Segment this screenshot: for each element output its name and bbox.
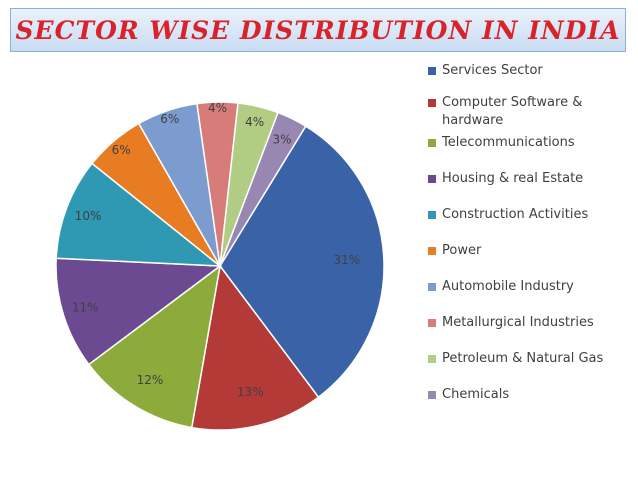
legend-item: Construction Activities bbox=[428, 206, 633, 224]
chart-title: SECTOR WISE DISTRIBUTION IN INDIA bbox=[15, 15, 621, 45]
legend-item: Services Sector bbox=[428, 62, 633, 80]
legend-label: Power bbox=[442, 243, 482, 258]
slice-percent-label: 4% bbox=[245, 115, 264, 129]
legend-label: Construction Activities bbox=[442, 207, 589, 222]
legend-swatch bbox=[428, 319, 436, 327]
slice-percent-label: 13% bbox=[237, 385, 264, 399]
legend-label: Metallurgical Industries bbox=[442, 315, 594, 330]
legend-label: Housing & real Estate bbox=[442, 171, 584, 186]
legend-item: Metallurgical Industries bbox=[428, 314, 633, 332]
legend-label: Computer Software & hardware bbox=[442, 95, 583, 128]
chart-legend: Services Sector Computer Software & hardw… bbox=[428, 62, 633, 404]
slice-percent-label: 12% bbox=[137, 373, 164, 387]
pie-slice bbox=[55, 257, 223, 366]
pie-slice bbox=[219, 125, 385, 399]
pie-slice bbox=[219, 111, 307, 267]
title-banner: SECTOR WISE DISTRIBUTION IN INDIA bbox=[10, 8, 626, 52]
slice-percent-label: 3% bbox=[273, 132, 292, 146]
slice-percent-label: 31% bbox=[333, 253, 360, 267]
legend-item: Automobile Industry bbox=[428, 278, 633, 296]
legend-swatch bbox=[428, 67, 436, 75]
legend-item: Chemicals bbox=[428, 386, 633, 404]
legend-item: Petroleum & Natural Gas bbox=[428, 350, 633, 368]
legend-swatch bbox=[428, 391, 436, 399]
legend-item: Housing & real Estate bbox=[428, 170, 633, 188]
legend-swatch bbox=[428, 355, 436, 363]
slice-percent-label: 11% bbox=[72, 300, 99, 314]
legend-label: Chemicals bbox=[442, 387, 510, 402]
legend-swatch bbox=[428, 175, 436, 183]
pie-slice bbox=[87, 264, 222, 429]
legend-swatch bbox=[428, 247, 436, 255]
legend-swatch bbox=[428, 139, 436, 147]
legend-swatch bbox=[428, 99, 436, 107]
legend-swatch bbox=[428, 211, 436, 219]
legend-label: Telecommunications bbox=[442, 135, 575, 150]
slice-percent-label: 6% bbox=[112, 143, 131, 157]
legend-label: Petroleum & Natural Gas bbox=[442, 351, 604, 366]
slice-percent-label: 4% bbox=[208, 101, 227, 115]
legend-label: Services Sector bbox=[442, 63, 543, 78]
legend-swatch bbox=[428, 283, 436, 291]
pie-slice bbox=[55, 162, 223, 267]
legend-label: Automobile Industry bbox=[442, 279, 574, 294]
legend-item: Telecommunications bbox=[428, 134, 633, 152]
slice-percent-label: 10% bbox=[75, 209, 102, 223]
legend-item: Computer Software & hardware bbox=[428, 94, 633, 130]
legend-item: Power bbox=[428, 242, 633, 260]
pie-slice bbox=[190, 264, 320, 431]
slice-percent-label: 6% bbox=[160, 112, 179, 126]
